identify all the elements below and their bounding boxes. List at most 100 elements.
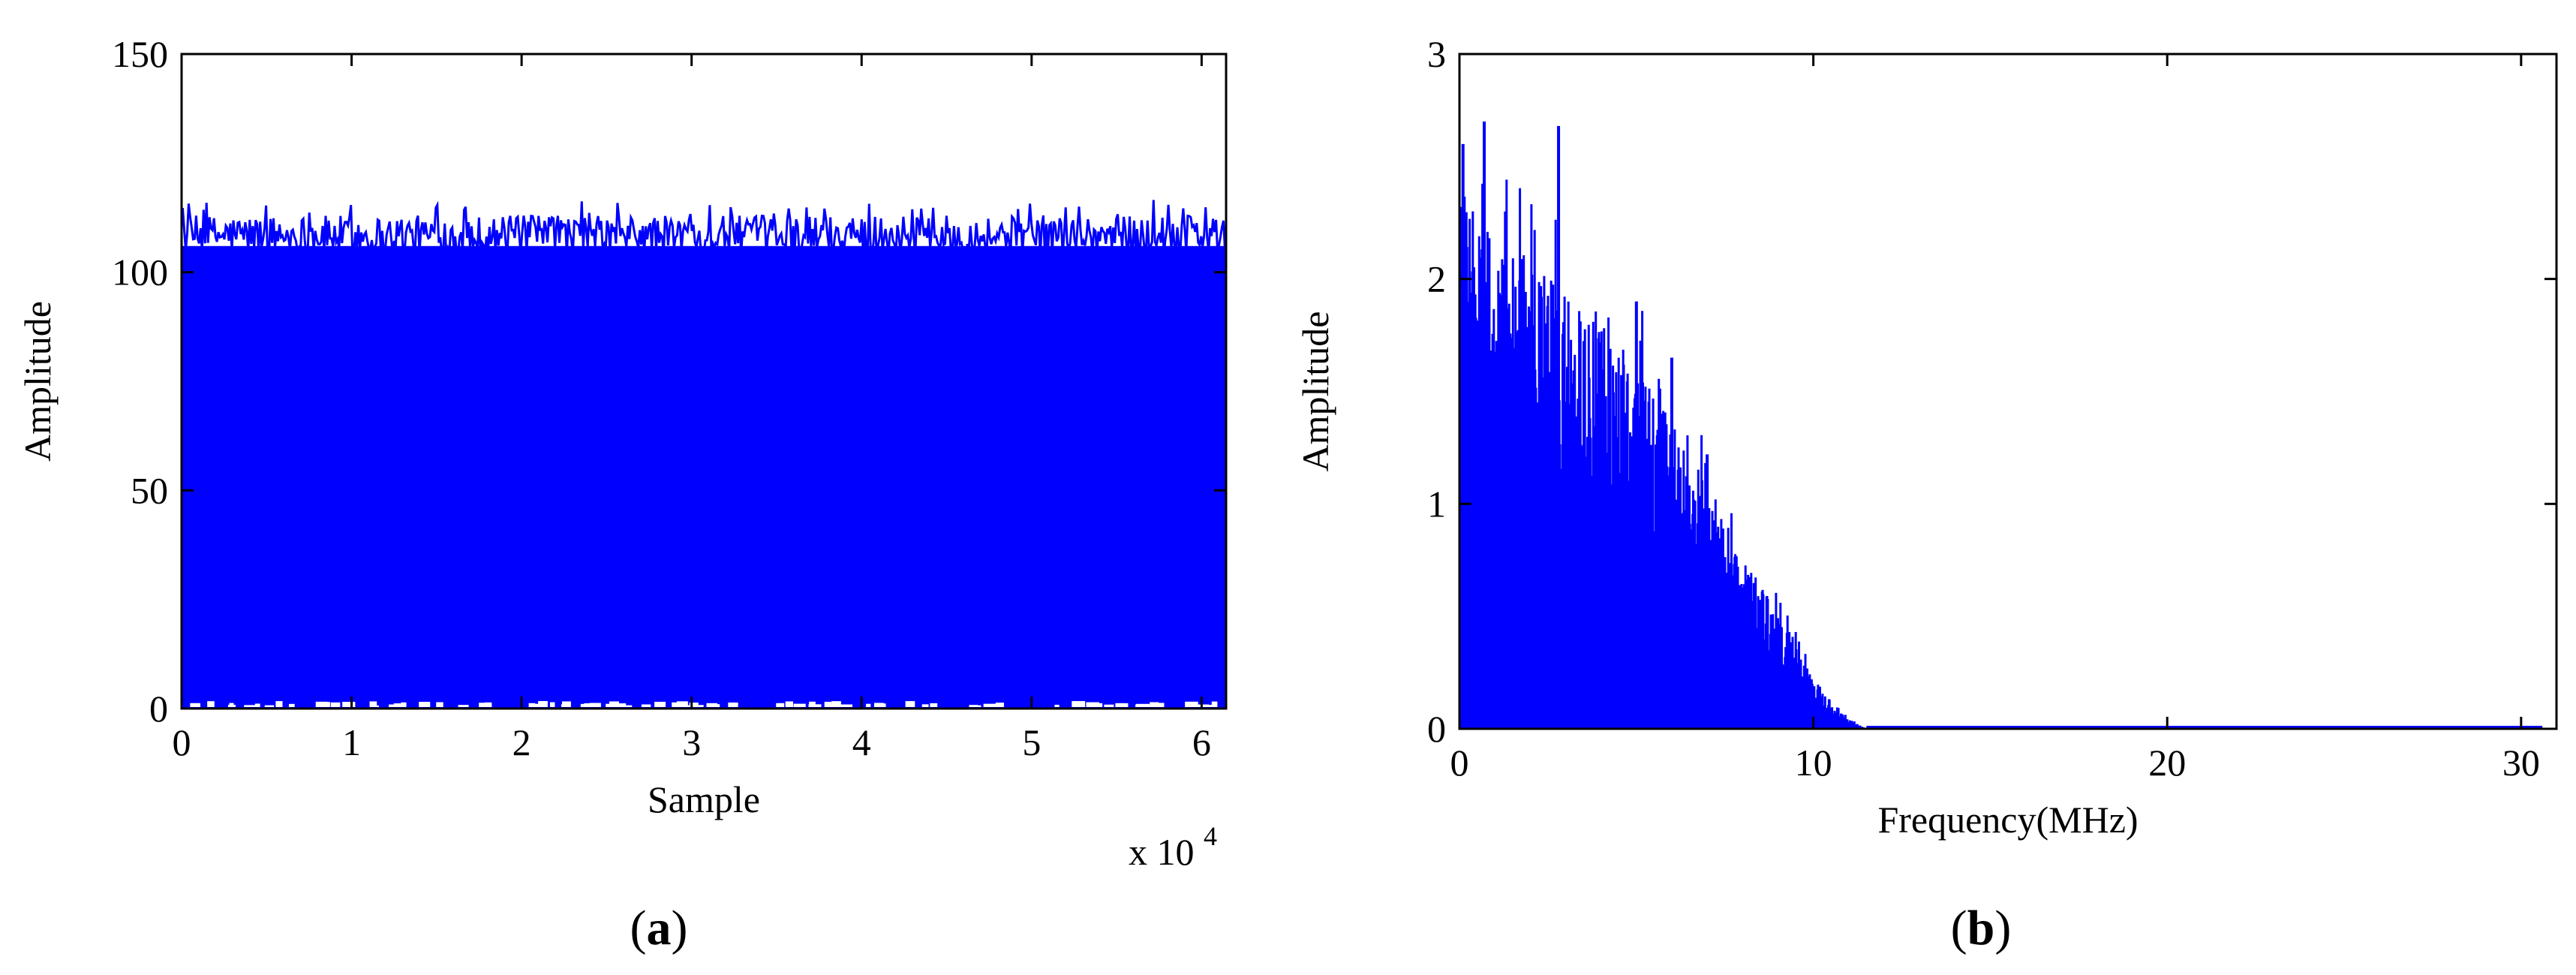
chart-a-baseline-gap [708, 704, 720, 707]
chart-b-axes-box [1458, 53, 2558, 730]
chart-a-panel-caption-open: ( [630, 901, 647, 955]
chart-a-baseline-gap [1086, 702, 1100, 707]
chart-a-baseline-gap [905, 701, 915, 707]
chart-a-baseline-gap [826, 704, 839, 707]
chart-a-baseline-gap [1144, 705, 1154, 707]
chart-b-xtick-label: 20 [2148, 742, 2186, 784]
chart-a-baseline-gap [330, 702, 341, 707]
chart-b-ytick-label: 3 [1427, 33, 1446, 75]
chart-a-baseline-gap [682, 705, 690, 707]
chart-a-baseline-gap [1150, 702, 1159, 707]
chart-a-baseline-gap [288, 703, 295, 707]
chart-a-baseline-gap [582, 705, 594, 707]
chart-a-series-fill [182, 245, 1225, 709]
chart-a-baseline-gap [728, 703, 738, 707]
chart-a-ticks: 0 1 2 3 4 5 6 0 50 100 150 [112, 33, 1226, 763]
chart-a-baseline-gap [190, 703, 201, 707]
chart-a-baseline-gap [776, 703, 785, 707]
chart-a-axes-box [180, 53, 1228, 710]
chart-b-series [1458, 121, 2543, 729]
chart-a-xtick-label: 5 [1022, 721, 1041, 763]
chart-a-baseline-gap [207, 701, 215, 707]
chart-a-ytick-label: 100 [112, 251, 168, 293]
chart-a-baseline-gap [921, 704, 929, 707]
chart-b-xtick-label: 30 [2502, 742, 2540, 784]
chart-a-baseline-gap [369, 701, 377, 707]
chart-a-baseline-gap [1156, 703, 1165, 707]
chart-a-baseline-gap [458, 705, 469, 707]
chart-a-xtick-label: 6 [1192, 721, 1211, 763]
chart-b-panel-caption: (b) [1951, 901, 2012, 955]
chart-b-ytick-label: 1 [1427, 483, 1446, 525]
chart-a-ylabel: Amplitude [17, 301, 59, 462]
chart-a-baseline-gap [1054, 704, 1060, 707]
chart-a-baseline-gap [785, 701, 793, 707]
chart-b-spectrum-fill [1459, 418, 1867, 729]
chart-a-baseline-gap [401, 702, 407, 707]
chart-a-baseline-gap [672, 702, 686, 707]
chart-a-x-multiplier: x 10 [1129, 831, 1195, 873]
chart-a-baseline-gap [1211, 701, 1218, 707]
chart-b-xtick-label: 0 [1450, 742, 1469, 784]
chart-a-baseline-gap [1135, 704, 1147, 707]
chart-a-baseline-gap [538, 701, 548, 707]
chart-a-panel-caption-close: ) [672, 901, 688, 955]
chart-a-baseline-gap [319, 702, 330, 707]
chart-a-baseline-gap [839, 704, 852, 707]
chart-a-xtick-label: 2 [512, 721, 531, 763]
chart-a-baseline-gap [1204, 704, 1213, 707]
chart-b-panel-caption-letter: b [1967, 901, 1995, 955]
chart-a-baseline-gap [1072, 701, 1086, 707]
chart-a-panel-caption-letter: a [647, 901, 672, 955]
chart-a-xtick-label: 0 [173, 721, 191, 763]
chart-a-ytick-label: 50 [131, 469, 168, 511]
chart-a-panel-caption: (a) [630, 901, 688, 955]
chart-a-baseline-gap [641, 704, 651, 707]
chart-a-baseline-gap [485, 702, 491, 707]
chart-a-baseline-gap [983, 703, 996, 707]
chart-a-x-multiplier-exponent: 4 [1204, 821, 1217, 851]
chart-a-baseline-gap [393, 703, 404, 707]
chart-a-baseline-gap [342, 702, 356, 707]
chart-a-baseline-gap [436, 702, 443, 707]
chart-a-baseline-gap [1115, 703, 1129, 707]
chart-a-baseline-gap [990, 705, 1003, 707]
chart-a-baseline-gap [866, 703, 871, 707]
chart-a-baseline-gap [609, 701, 620, 707]
chart-b-ytick-label: 0 [1427, 708, 1446, 750]
chart-a-baseline-gap [549, 702, 555, 707]
chart-a-baseline-gap [930, 703, 938, 707]
chart-a-baseline-gap [589, 703, 601, 707]
chart-b: 0 10 20 30 0 1 2 3 Frequency(MHz) Amplitude (b) [1294, 33, 2558, 955]
chart-b-xtick-label: 10 [1795, 742, 1832, 784]
chart-a-baseline-gap [824, 701, 832, 707]
chart-a-xtick-label: 1 [342, 721, 361, 763]
chart-a-baseline-gap [275, 701, 283, 707]
chart-a-baseline-gap [528, 703, 536, 707]
chart-a-baseline-gap [229, 703, 234, 707]
chart-a: 0 1 2 3 4 5 6 0 50 100 150 Sample Amplitude x 10 4… [17, 33, 1228, 955]
chart-a-baseline-gap [616, 703, 627, 707]
chart-a-xtick-label: 3 [682, 721, 701, 763]
chart-a-baseline-gap [689, 703, 699, 707]
chart-a-baseline-gap [419, 702, 431, 707]
chart-a-baseline-gap [244, 705, 257, 707]
chart-a-baseline-gap [975, 705, 981, 707]
chart-b-panel-caption-close: ) [1994, 901, 2011, 955]
chart-a-baseline-gap [969, 705, 978, 707]
chart-a-series-line [182, 200, 1226, 259]
chart-a-baseline-gap [654, 701, 666, 707]
chart-b-ticks: 0 10 20 30 0 1 2 3 [1427, 33, 2556, 784]
chart-b-ylabel: Amplitude [1294, 311, 1336, 472]
chart-a-ytick-label: 0 [149, 688, 168, 730]
chart-b-panel-caption-open: ( [1951, 901, 1967, 955]
chart-a-baseline-gap [534, 703, 542, 707]
chart-a-baseline-gap [874, 703, 884, 707]
chart-a-baseline-gap [561, 701, 571, 707]
chart-b-xlabel: Frequency(MHz) [1877, 799, 2138, 841]
chart-a-baseline-gap [793, 703, 806, 707]
chart-a-baseline-gap [808, 704, 822, 707]
chart-a-baseline-gap [1185, 701, 1198, 707]
chart-a-baseline-gap [1104, 704, 1114, 707]
